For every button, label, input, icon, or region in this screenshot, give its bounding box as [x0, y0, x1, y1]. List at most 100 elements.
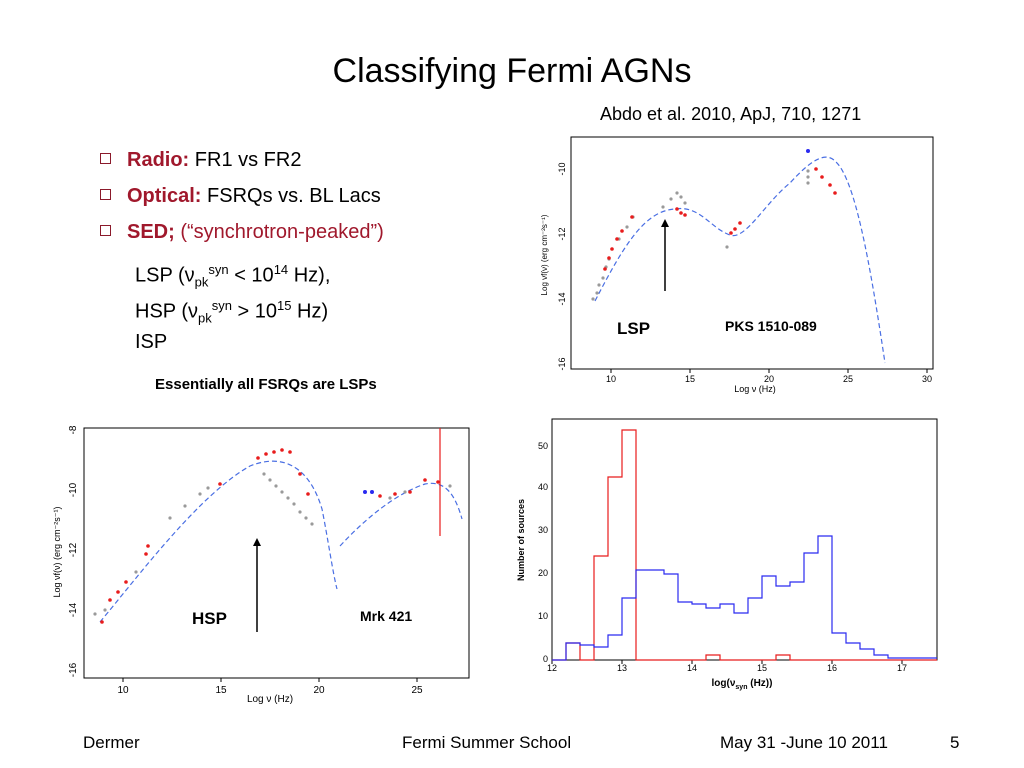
syn-superscript: syn [211, 298, 232, 313]
mrk-ylabel: Log νf(ν) (erg cm⁻²s⁻¹) [52, 506, 62, 597]
mrk-blue-point [370, 490, 374, 494]
pks-ytick-label: -10 [557, 162, 567, 175]
mrk-ytick-label: -8 [68, 425, 79, 434]
bullet-value: FR1 vs FR2 [194, 149, 302, 171]
bullet-key: Radio: [127, 149, 190, 171]
hsp-exponent: 15 [277, 298, 292, 313]
mrk-sed-figure: 10 15 20 25 -8 -10 -12 -14 -16 Log ν (Hz… [52, 425, 470, 704]
hist-blue-series [552, 535, 937, 661]
hist-xlabel: log(νsyn (Hz)) [712, 678, 773, 691]
nu-symbol: ν [187, 300, 198, 323]
pks-xtick-label: 10 [606, 374, 616, 384]
bullet-optical: Optical: FSRQs vs. BL Lacs [100, 184, 381, 208]
footer-date: May 31 -June 10 2011 [720, 733, 888, 752]
mrk-red-data [100, 448, 440, 624]
mrk-xtick-label: 10 [117, 685, 129, 696]
hist-yticks: 0 10 20 30 40 50 [538, 441, 548, 664]
lsp-prefix: LSP ( [135, 264, 185, 287]
mrk-xtick-label: 20 [313, 685, 325, 696]
mrk-arrow-head-icon [253, 538, 261, 546]
pks-sed-figure: 10 15 20 25 30 -10 -12 -14 -16 Log ν (Hz… [540, 136, 934, 394]
bullet-box-icon [100, 189, 111, 200]
footer-event: Fermi Summer School [402, 733, 572, 752]
pks-xticks: 10 15 20 25 30 [606, 369, 932, 384]
mrk-class-label: HSP [192, 609, 227, 628]
pks-xtick-label: 15 [685, 374, 695, 384]
hist-xlabel-sub: syn [735, 684, 747, 691]
lsp-comparison: < 10 [228, 264, 274, 287]
pks-blue-point [806, 149, 810, 153]
pks-xtick-label: 20 [764, 374, 774, 384]
mrk-xtick-label: 15 [215, 685, 227, 696]
lsp-exponent: 14 [273, 262, 289, 277]
lsp-definition: LSP (νpksyn < 1014 Hz), [135, 258, 330, 295]
fsrq-note: Essentially all FSRQs are LSPs [155, 376, 377, 393]
hist-xticks: 12 13 14 15 16 17 [547, 660, 907, 673]
page-title: Classifying Fermi AGNs [332, 52, 692, 90]
nu-symbol: ν [184, 264, 195, 287]
citation: Abdo et al. 2010, ApJ, 710, 1271 [600, 104, 862, 124]
bullet-value: FSRQs vs. BL Lacs [207, 185, 381, 207]
mrk-xlabel: Log ν (Hz) [247, 694, 293, 704]
isp-definition: ISP [135, 331, 168, 353]
mrk-ytick-label: -14 [68, 602, 79, 617]
pks-xtick-label: 30 [922, 374, 932, 384]
pks-source-label: PKS 1510-089 [725, 318, 817, 334]
pks-xtick-label: 25 [843, 374, 853, 384]
hsp-prefix: HSP ( [135, 300, 188, 323]
bullet-sed: SED; (“synchrotron-peaked”) [100, 220, 384, 244]
footer-page-number: 5 [950, 733, 960, 752]
hist-ylabel: Number of sources [516, 499, 526, 581]
hist-ytick-label: 30 [538, 525, 548, 535]
mrk-xticks: 10 15 20 25 [117, 678, 423, 696]
bullet-key: Optical: [127, 185, 202, 207]
hist-axes-frame [551, 418, 938, 661]
hist-ytick-label: 50 [538, 441, 548, 451]
mrk-xtick-label: 25 [411, 685, 423, 696]
hist-lsp-red-series [552, 429, 937, 661]
hsp-comparison: > 10 [231, 300, 278, 323]
pks-ytick-label: -12 [557, 227, 567, 240]
mrk-model-curve-sync [99, 460, 338, 623]
hist-xtick-label: 14 [687, 663, 697, 673]
mrk-ytick-label: -10 [68, 482, 79, 497]
hist-ytick-label: 10 [538, 611, 548, 621]
bullet-box-icon [100, 225, 111, 236]
pks-model-curve [594, 156, 886, 364]
lsp-suffix: Hz), [288, 264, 331, 287]
hist-ytick-label: 0 [543, 654, 548, 664]
syn-superscript: syn [208, 262, 229, 277]
mrk-axes-frame [83, 427, 470, 679]
pks-yticks: -10 -12 -14 -16 [557, 162, 567, 370]
hist-xlabel-main: log(ν [712, 678, 736, 689]
hist-xtick-label: 13 [617, 663, 627, 673]
hist-xlabel-end: (Hz)) [747, 678, 772, 689]
bullet-key: SED; [127, 221, 175, 243]
pks-arrow-head-icon [661, 219, 669, 227]
pks-ylabel: Log νf(ν) (erg cm⁻²s⁻¹) [540, 214, 549, 295]
mrk-ytick-label: -12 [68, 542, 79, 557]
hist-ytick-label: 40 [538, 482, 548, 492]
pks-red-data [603, 167, 837, 271]
pks-xlabel: Log ν (Hz) [734, 384, 776, 394]
bullet-value: (“synchrotron-peaked”) [180, 221, 384, 243]
pk-subscript: pk [197, 310, 212, 326]
footer-author: Dermer [83, 733, 140, 752]
hist-xtick-label: 17 [897, 663, 907, 673]
bullet-box-icon [100, 153, 111, 164]
mrk-yticks: -8 -10 -12 -14 -16 [68, 425, 79, 677]
hist-ytick-label: 20 [538, 568, 548, 578]
mrk-grey-data [93, 472, 452, 616]
bullet-radio: Radio: FR1 vs FR2 [100, 148, 301, 172]
pks-class-label: LSP [617, 319, 650, 338]
pks-ytick-label: -16 [557, 357, 567, 370]
hsp-definition: HSP (νpksyn > 1015 Hz) [135, 294, 328, 331]
histogram-figure: 12 13 14 15 16 17 0 10 20 30 40 50 log(ν… [516, 418, 938, 691]
hist-xtick-label: 15 [757, 663, 767, 673]
pks-axes-frame [570, 136, 934, 370]
mrk-blue-point [363, 490, 367, 494]
mrk-source-label: Mrk 421 [360, 608, 412, 624]
mrk-ytick-label: -16 [68, 662, 79, 677]
pks-ytick-label: -14 [557, 292, 567, 305]
hsp-suffix: Hz) [291, 300, 329, 323]
